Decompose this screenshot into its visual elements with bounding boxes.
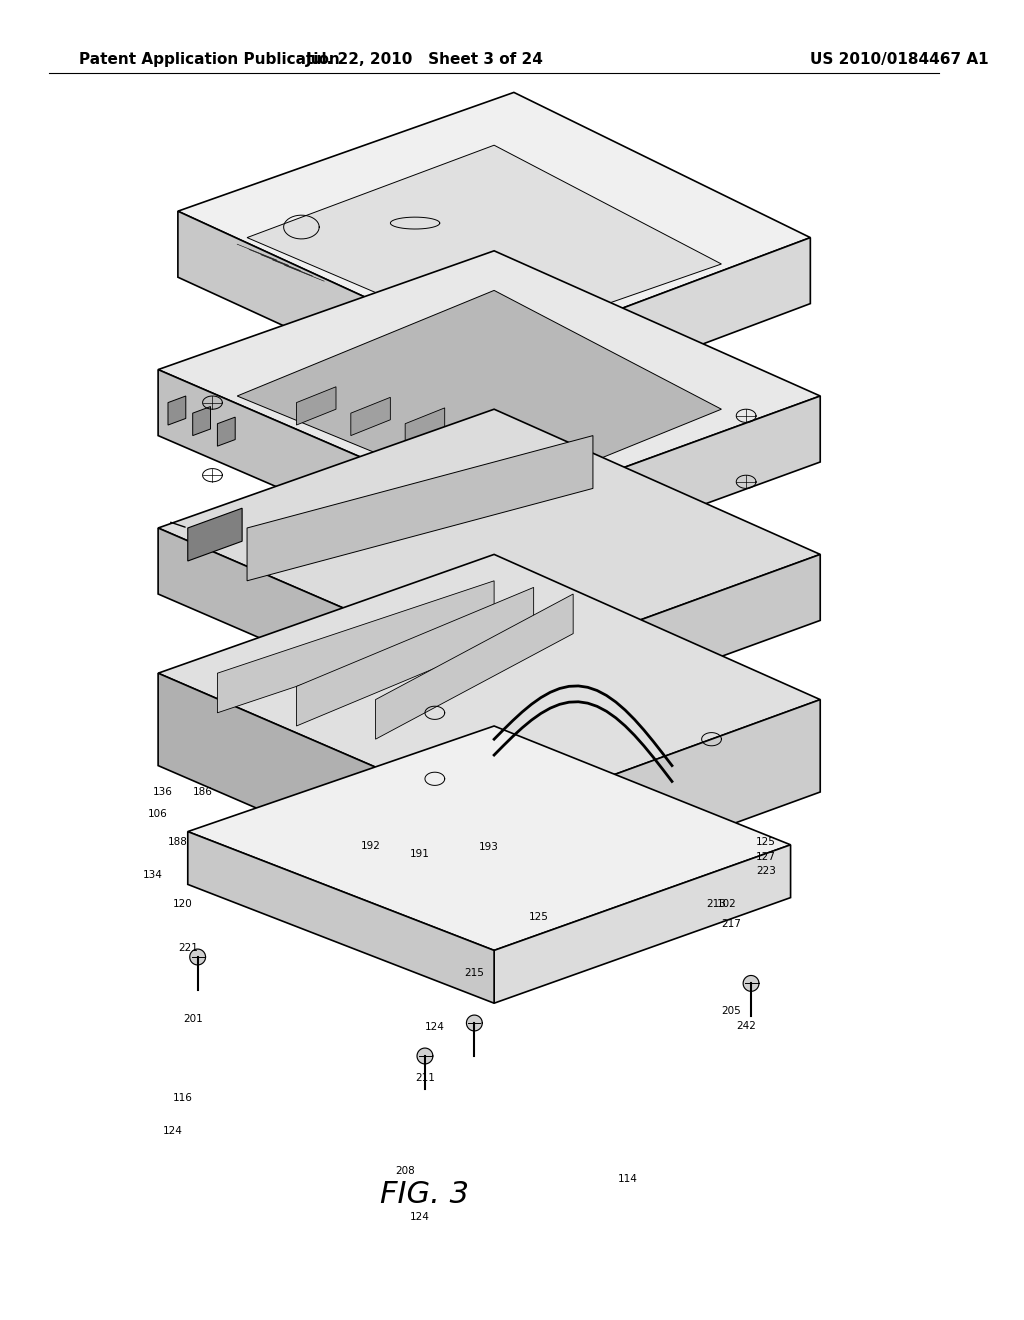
Text: 127: 127 [756,851,776,862]
Text: 120: 120 [173,899,193,909]
Text: 193: 193 [479,842,499,853]
Polygon shape [158,528,495,739]
Polygon shape [187,508,242,561]
Polygon shape [158,409,820,673]
Polygon shape [217,417,236,446]
Text: 186: 186 [193,787,213,797]
Text: 205: 205 [722,1006,741,1016]
Polygon shape [495,396,820,581]
Polygon shape [376,594,573,739]
Polygon shape [158,554,820,818]
Text: 188: 188 [168,837,187,847]
Polygon shape [247,436,593,581]
Text: Jul. 22, 2010   Sheet 3 of 24: Jul. 22, 2010 Sheet 3 of 24 [306,51,544,67]
Text: 192: 192 [360,841,381,851]
Polygon shape [406,408,444,446]
Polygon shape [417,1048,433,1064]
Polygon shape [351,397,390,436]
Text: 211: 211 [415,1073,435,1084]
Polygon shape [187,832,495,1003]
Text: 125: 125 [756,837,776,847]
Polygon shape [743,975,759,991]
Polygon shape [168,396,185,425]
Text: 124: 124 [163,1126,183,1137]
Polygon shape [178,92,810,356]
Polygon shape [467,1015,482,1031]
Text: Patent Application Publication: Patent Application Publication [79,51,340,67]
Text: 134: 134 [143,870,163,880]
Text: 125: 125 [528,912,549,923]
Text: 217: 217 [721,919,741,929]
Polygon shape [158,673,495,911]
Polygon shape [158,251,820,515]
Text: 208: 208 [395,1166,415,1176]
Polygon shape [297,387,336,425]
Text: 201: 201 [183,1014,203,1024]
Text: 215: 215 [465,968,484,978]
Text: 136: 136 [154,787,173,797]
Polygon shape [187,726,791,950]
Text: 223: 223 [756,866,776,876]
Polygon shape [247,145,721,343]
Polygon shape [460,418,499,457]
Polygon shape [495,238,810,422]
Text: 114: 114 [617,1173,638,1184]
Text: US 2010/0184467 A1: US 2010/0184467 A1 [810,51,989,67]
Text: 102: 102 [717,899,736,909]
Text: FIG. 3: FIG. 3 [381,1180,469,1209]
Polygon shape [238,290,721,502]
Text: 124: 124 [410,1212,430,1222]
Text: 124: 124 [425,1022,444,1032]
Polygon shape [178,211,495,422]
Polygon shape [495,554,820,739]
Polygon shape [495,700,820,911]
Polygon shape [189,949,206,965]
Text: 213: 213 [707,899,726,909]
Text: 191: 191 [410,849,430,859]
Polygon shape [158,370,495,581]
Text: 106: 106 [148,809,168,820]
Polygon shape [193,407,211,436]
Text: 242: 242 [736,1020,756,1031]
Polygon shape [495,845,791,1003]
Text: 116: 116 [173,1093,193,1104]
Polygon shape [217,581,495,713]
Text: 221: 221 [178,942,198,953]
Polygon shape [297,587,534,726]
